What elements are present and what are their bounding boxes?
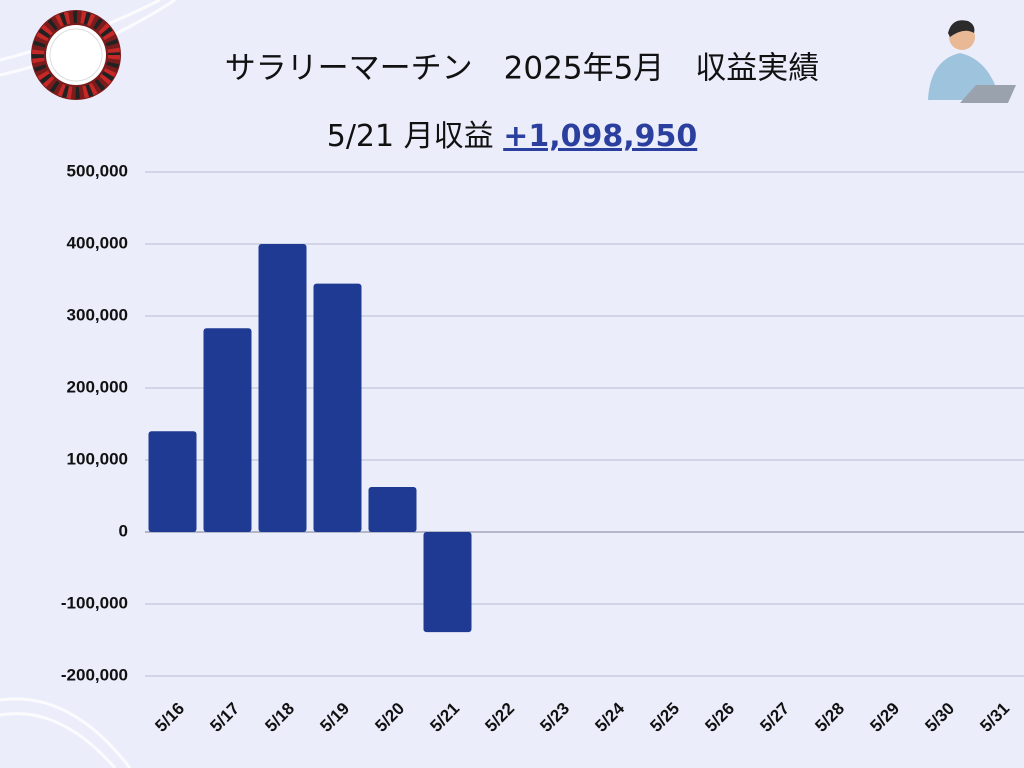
y-tick-label: 0: [119, 521, 128, 540]
y-tick-label: 200,000: [67, 377, 128, 396]
bar: [148, 431, 197, 532]
bar: [368, 487, 417, 532]
y-tick-label: 100,000: [67, 449, 128, 468]
y-tick-label: 300,000: [67, 305, 128, 324]
bar: [313, 283, 362, 532]
subtitle: 5/21 月収益: [327, 119, 494, 154]
y-tick-label: 500,000: [67, 161, 128, 180]
chart-title: サラリーマーチン 2025年5月 収益実績: [225, 51, 820, 87]
bar: [258, 244, 307, 532]
y-tick-label: -100,000: [61, 593, 128, 612]
roulette-icon: [31, 10, 121, 100]
y-tick-label: -200,000: [61, 665, 128, 684]
person-icon: [928, 20, 1016, 103]
subtitle-line: 5/21 月収益 +1,098,950: [327, 119, 698, 154]
total: +1,098,950: [503, 119, 697, 154]
bar: [423, 532, 472, 633]
y-tick-label: 400,000: [67, 233, 128, 252]
bar: [203, 328, 252, 532]
